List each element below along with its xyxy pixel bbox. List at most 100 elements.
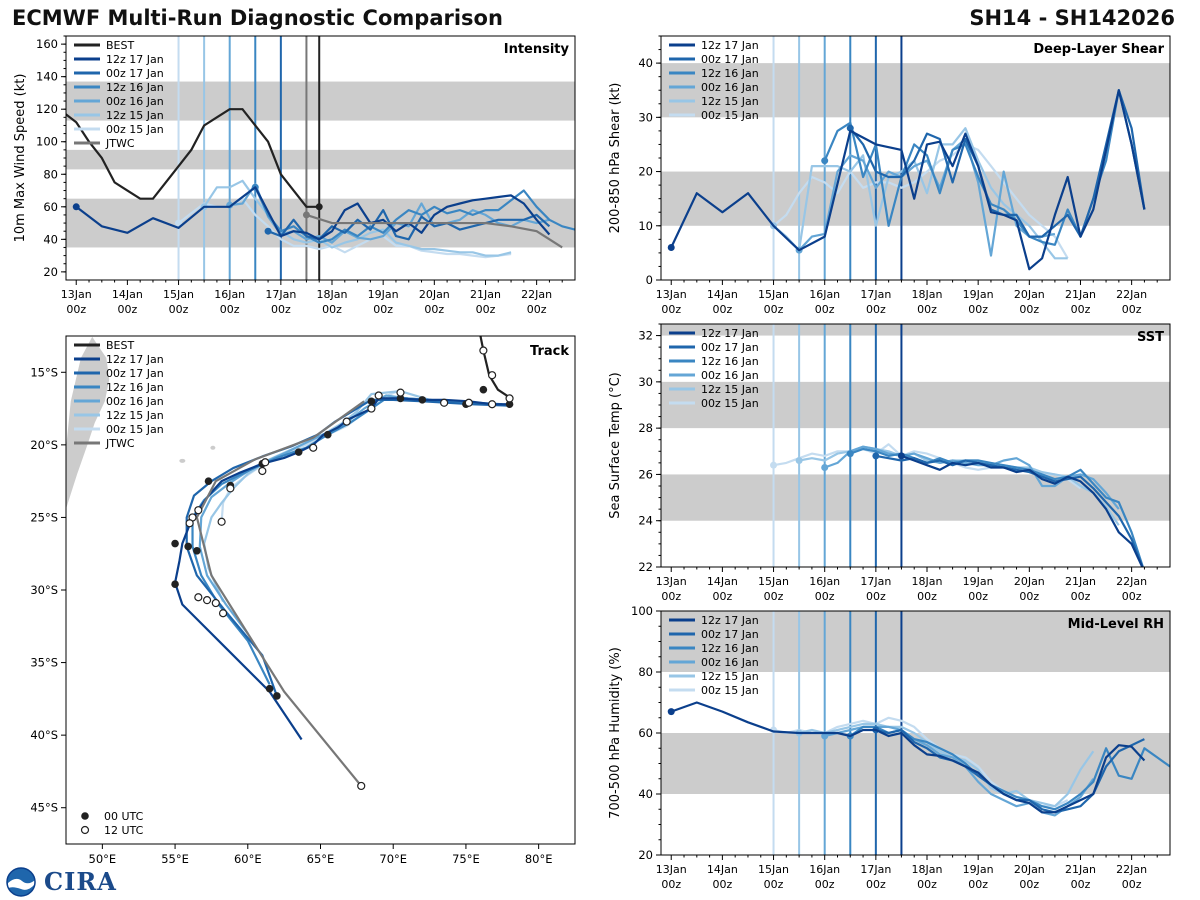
rh-panel: 20 40 60 80 100 13Jan 00z 14Jan 00z 15Jan 00z 16Jan… [608, 604, 1171, 891]
track-legend-label: 12z 17 Jan [106, 353, 164, 366]
rh-legend-label: 12z 16 Jan [701, 642, 759, 655]
track-marker-12utc [488, 371, 497, 380]
sst-ytick-label: 22 [638, 560, 653, 574]
track-marker-12utc [367, 404, 376, 413]
shear-ytick-label: 40 [638, 56, 653, 70]
shear-ytick-label: 20 [638, 165, 653, 179]
rh-xtick-hour: 00z [712, 878, 732, 891]
track-marker-12utc [342, 417, 351, 426]
intensity-series-line [203, 179, 512, 257]
shear-xtick-day: 14Jan [707, 288, 738, 301]
shear-xtick-day: 13Jan [656, 288, 687, 301]
track-series-line [191, 397, 503, 685]
sst-legend-label: 00z 17 Jan [701, 341, 759, 354]
sst-series-start-point [846, 450, 854, 458]
track-marker-12utc [218, 609, 228, 618]
intensity-ytick-label: 160 [36, 37, 58, 51]
intensity-title: Intensity [504, 42, 570, 57]
intensity-ytick-label: 120 [36, 102, 58, 116]
track-marker-00utc [273, 692, 281, 700]
rh-legend-label: 12z 17 Jan [701, 614, 759, 627]
rh-title: Mid-Level RH [1068, 617, 1164, 632]
intensity-xtick-day: 22Jan [521, 288, 552, 301]
rh-ytick-label: 100 [631, 604, 653, 618]
track-series-line [198, 394, 496, 635]
intensity-xtick-hour: 00z [271, 303, 291, 316]
track-legend-label-00utc: 00 UTC [104, 810, 144, 823]
sst-title: SST [1137, 330, 1164, 345]
sst-xtick-hour: 00z [968, 590, 988, 603]
track-marker-12utc [217, 517, 226, 526]
cira-logo: CIRA [4, 866, 116, 898]
shear-series-start-point [667, 243, 675, 251]
rh-xtick-day: 22Jan [1116, 863, 1147, 876]
track-ytick-label: 30°S [30, 583, 58, 597]
intensity-xtick-hour: 00z [424, 303, 444, 316]
sst-xtick-hour: 00z [1122, 590, 1142, 603]
track-xtick-label: 75°E [452, 852, 480, 866]
intensity-xtick-day: 18Jan [317, 288, 348, 301]
track-legend-label: 00z 15 Jan [106, 423, 164, 436]
track-marker-12utc [309, 443, 318, 452]
sst-xtick-hour: 00z [661, 590, 681, 603]
intensity-series-line [75, 186, 551, 241]
sst-legend-label: 00z 16 Jan [701, 369, 759, 382]
track-marker-12utc [194, 506, 203, 515]
track-marker-12utc [185, 519, 194, 528]
track-jtwc-line [195, 400, 365, 787]
shear-xtick-day: 16Jan [809, 288, 840, 301]
intensity-best-line [66, 108, 320, 208]
track-series-line [173, 397, 510, 741]
reunion-land [179, 458, 186, 463]
track-marker-00utc [265, 684, 274, 693]
track-marker-00utc [184, 542, 192, 551]
intensity-ytick-label: 60 [43, 200, 58, 214]
shear-xtick-hour: 00z [764, 303, 784, 316]
sst-series-start-point [795, 457, 803, 465]
sst-band [661, 381, 1170, 429]
track-marker-12utc [202, 596, 212, 605]
intensity-ytick-label: 80 [43, 167, 58, 181]
mauritius-land [210, 445, 216, 450]
shear-ylabel: 200-850 hPa Shear (kt) [608, 83, 623, 234]
track-marker-00utc [193, 547, 201, 555]
shear-legend-label: 00z 16 Jan [701, 81, 759, 94]
rh-band [661, 611, 1170, 672]
shear-xtick-hour: 00z [1071, 303, 1091, 316]
shear-legend-label: 12z 17 Jan [701, 39, 759, 52]
track-marker-12utc [396, 388, 405, 397]
sst-legend-label: 12z 15 Jan [701, 383, 759, 396]
sst-xtick-hour: 00z [764, 590, 784, 603]
rh-xtick-hour: 00z [1071, 878, 1091, 891]
shear-legend-label: 00z 15 Jan [701, 109, 759, 122]
intensity-ytick-label: 40 [43, 232, 58, 246]
shear-series-line [849, 89, 1146, 238]
shear-xtick-hour: 00z [815, 303, 835, 316]
rh-ytick-label: 60 [638, 726, 653, 740]
intensity-xtick-day: 13Jan [61, 288, 92, 301]
shear-ytick-label: 30 [638, 110, 653, 124]
track-ytick-label: 40°S [30, 728, 58, 742]
sst-frame [660, 323, 1171, 568]
rh-ytick-label: 80 [638, 665, 653, 679]
sst-xtick-day: 14Jan [707, 575, 738, 588]
track-marker-12utc [261, 458, 270, 467]
sst-legend-label: 00z 15 Jan [701, 397, 759, 410]
sst-ytick-label: 32 [638, 329, 653, 343]
track-marker-00utc [479, 385, 488, 394]
sst-xtick-hour: 00z [712, 590, 732, 603]
intensity-legend-label: 00z 17 Jan [106, 67, 164, 80]
shear-xtick-hour: 00z [1019, 303, 1039, 316]
sst-xtick-day: 15Jan [758, 575, 789, 588]
rh-series-line [670, 701, 1146, 814]
sst-xtick-hour: 00z [1071, 590, 1091, 603]
sst-ytick-label: 28 [638, 421, 653, 435]
track-legend-label: BEST [106, 339, 134, 352]
sst-xtick-hour: 00z [866, 590, 886, 603]
track-marker-12utc [211, 598, 220, 608]
shear-xtick-hour: 00z [712, 303, 732, 316]
track-ytick-label: 45°S [30, 801, 58, 815]
intensity-series-start-point [264, 227, 272, 235]
shear-xtick-day: 17Jan [860, 288, 891, 301]
